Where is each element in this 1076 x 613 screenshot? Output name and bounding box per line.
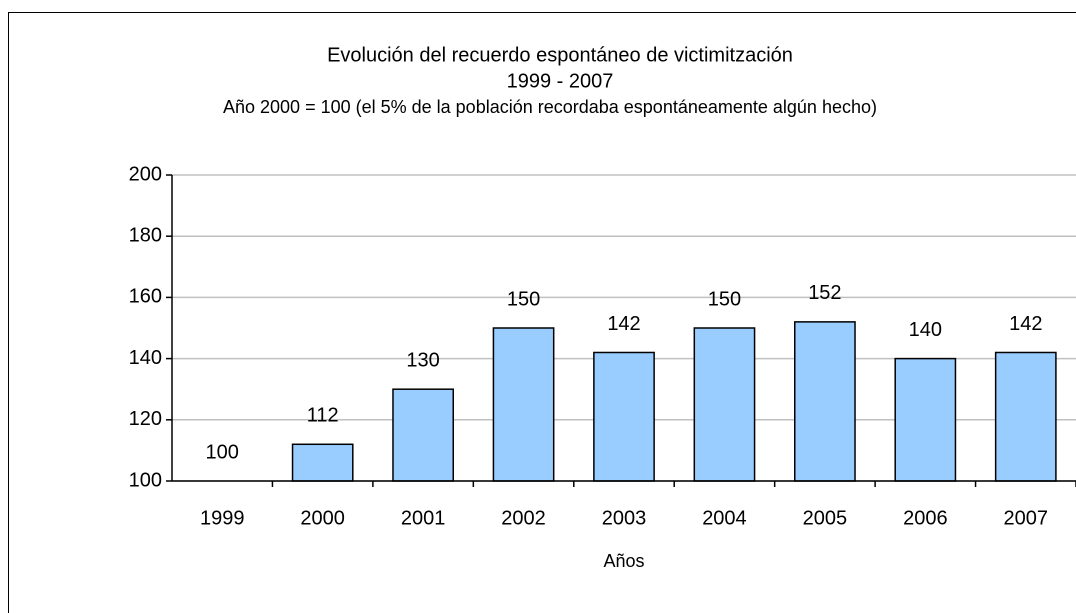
bar [492,327,555,482]
y-tick-label: 160 [129,286,162,308]
x-tick-label: 2004 [702,507,747,529]
x-tick-label: 2006 [903,507,948,529]
y-tick-label: 180 [129,224,162,246]
bar [794,321,856,482]
chart-title: Evolución del recuerdo espontáneo de vic… [327,44,793,66]
bar [593,351,655,482]
value-label: 100 [206,441,239,463]
x-axis-label: Años [603,551,644,571]
bar [693,327,756,482]
chart-border [8,12,1076,613]
x-tick-label: 2002 [501,507,546,529]
value-label: 152 [808,282,841,304]
value-label: 142 [1009,313,1042,335]
x-tick-label: 2005 [803,507,848,529]
y-tick-label: 140 [129,347,162,369]
value-label: 140 [909,319,942,341]
y-tick-label: 200 [129,163,162,185]
chart-subtitle: 1999 - 2007 [507,70,614,92]
y-tick-label: 100 [129,469,162,491]
x-tick-label: 2001 [401,507,446,529]
x-tick-label: 2003 [602,507,647,529]
value-label: 112 [307,405,339,427]
bar [392,388,454,482]
y-tick-label: 120 [129,408,162,430]
chart-note: Año 2000 = 100 (el 5% de la población re… [223,97,877,117]
value-label: 130 [406,349,439,371]
value-label: 150 [507,288,540,310]
bar [894,357,957,482]
x-tick-label: 2000 [300,507,345,529]
x-tick-label: 2007 [1004,507,1049,529]
x-tick-label: 1999 [200,507,245,529]
value-label: 142 [607,313,640,335]
bar [994,351,1057,482]
bar [291,443,354,482]
value-label: 150 [708,288,741,310]
